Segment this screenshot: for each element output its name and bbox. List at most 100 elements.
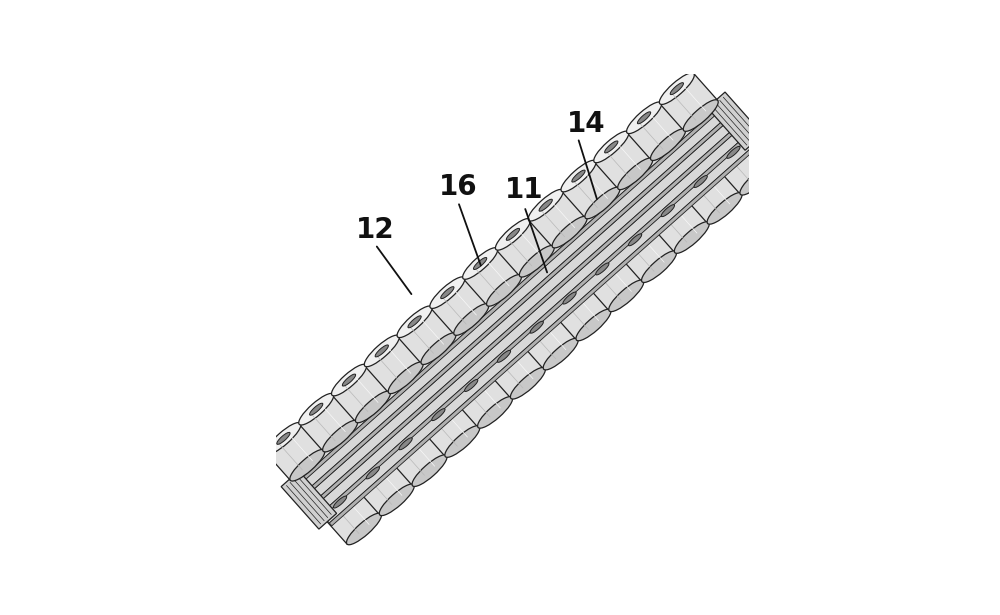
Polygon shape [618, 224, 676, 282]
Polygon shape [321, 134, 749, 516]
Polygon shape [315, 127, 747, 514]
Ellipse shape [659, 73, 694, 105]
Ellipse shape [530, 321, 543, 333]
Ellipse shape [388, 362, 423, 394]
Ellipse shape [661, 205, 675, 216]
Ellipse shape [379, 484, 414, 515]
Text: 11: 11 [505, 176, 544, 204]
Ellipse shape [563, 292, 576, 304]
Ellipse shape [266, 423, 301, 454]
Ellipse shape [674, 222, 709, 253]
Ellipse shape [463, 248, 498, 279]
Ellipse shape [683, 100, 718, 132]
Ellipse shape [683, 165, 718, 197]
Polygon shape [585, 254, 643, 311]
Ellipse shape [323, 420, 358, 452]
Ellipse shape [441, 287, 454, 299]
Polygon shape [312, 125, 741, 506]
Ellipse shape [465, 379, 478, 392]
Ellipse shape [366, 467, 379, 479]
Polygon shape [303, 115, 732, 496]
Polygon shape [288, 98, 721, 484]
Ellipse shape [495, 218, 530, 250]
Ellipse shape [486, 341, 521, 372]
Polygon shape [306, 117, 738, 504]
Text: 16: 16 [439, 173, 477, 202]
Ellipse shape [694, 175, 707, 188]
Polygon shape [329, 144, 758, 526]
Polygon shape [266, 423, 324, 480]
Polygon shape [529, 190, 587, 247]
Ellipse shape [605, 141, 618, 153]
Polygon shape [660, 74, 718, 130]
Ellipse shape [552, 282, 587, 314]
Ellipse shape [585, 253, 620, 285]
Polygon shape [594, 132, 652, 189]
Ellipse shape [430, 277, 465, 309]
Polygon shape [716, 137, 774, 194]
Polygon shape [520, 312, 578, 369]
Polygon shape [281, 471, 337, 529]
Ellipse shape [487, 274, 522, 306]
Ellipse shape [585, 187, 620, 219]
Ellipse shape [421, 333, 456, 365]
Polygon shape [365, 336, 423, 393]
Ellipse shape [323, 486, 358, 518]
Ellipse shape [637, 112, 651, 124]
Ellipse shape [716, 137, 751, 168]
Polygon shape [707, 92, 763, 150]
Polygon shape [323, 487, 381, 544]
Ellipse shape [539, 199, 552, 211]
Ellipse shape [552, 216, 587, 248]
Ellipse shape [628, 234, 642, 246]
Ellipse shape [543, 338, 578, 370]
Polygon shape [398, 307, 455, 364]
Polygon shape [463, 248, 521, 306]
Polygon shape [356, 458, 414, 515]
Ellipse shape [596, 263, 609, 275]
Polygon shape [332, 365, 390, 422]
Polygon shape [286, 95, 715, 477]
Ellipse shape [609, 280, 644, 312]
Ellipse shape [412, 455, 447, 486]
Ellipse shape [727, 146, 740, 159]
Polygon shape [421, 400, 479, 456]
Ellipse shape [650, 195, 685, 226]
Ellipse shape [618, 158, 653, 189]
Polygon shape [297, 108, 729, 494]
Ellipse shape [432, 408, 445, 421]
Ellipse shape [397, 306, 432, 338]
Polygon shape [651, 196, 709, 253]
Ellipse shape [519, 311, 554, 343]
Ellipse shape [454, 304, 489, 335]
Ellipse shape [650, 129, 685, 161]
Polygon shape [294, 105, 723, 486]
Ellipse shape [445, 426, 480, 458]
Ellipse shape [342, 374, 356, 386]
Polygon shape [627, 103, 685, 160]
Ellipse shape [346, 513, 381, 545]
Ellipse shape [627, 102, 662, 133]
Ellipse shape [478, 397, 513, 428]
Ellipse shape [355, 391, 390, 423]
Ellipse shape [355, 457, 390, 489]
Ellipse shape [572, 170, 585, 182]
Polygon shape [312, 125, 741, 506]
Ellipse shape [388, 428, 423, 459]
Ellipse shape [421, 399, 456, 430]
Polygon shape [561, 161, 619, 218]
Ellipse shape [576, 309, 611, 341]
Polygon shape [496, 220, 554, 276]
Polygon shape [323, 137, 756, 523]
Ellipse shape [364, 335, 399, 367]
Ellipse shape [594, 131, 629, 163]
Ellipse shape [299, 394, 334, 425]
Text: 14: 14 [567, 109, 605, 138]
Ellipse shape [473, 258, 487, 269]
Ellipse shape [642, 251, 677, 282]
Polygon shape [389, 429, 447, 486]
Ellipse shape [408, 315, 421, 328]
Polygon shape [487, 341, 545, 399]
Ellipse shape [740, 164, 775, 195]
Polygon shape [303, 115, 732, 496]
